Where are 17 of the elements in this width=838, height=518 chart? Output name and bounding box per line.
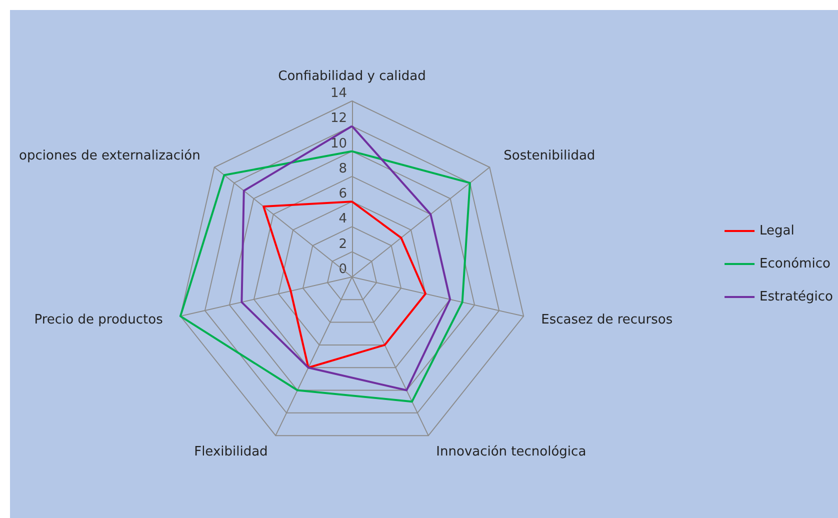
spoke-label: Escasez de recursos [541, 312, 673, 328]
spoke-label: Innovación tecnológica [436, 444, 586, 460]
y-tick-label: 6 [338, 186, 347, 202]
y-tick-label: 4 [338, 212, 347, 227]
legend-label: Estratégico [760, 290, 834, 304]
legend-label: Económico [760, 256, 830, 272]
y-tick-label: 12 [330, 111, 347, 126]
y-tick-label: 8 [338, 161, 347, 176]
y-tick-label: 14 [330, 86, 347, 101]
legend-label: Legal [760, 224, 794, 238]
y-tick-label: 10 [330, 136, 347, 152]
spoke-label: Flexibilidad [194, 444, 268, 460]
y-tick-label: 2 [338, 236, 347, 252]
spoke-label: Confiabilidad y calidad [278, 69, 426, 84]
spoke-label: Precio de productos [34, 312, 164, 328]
spoke-label: Sostenibilidad [504, 148, 596, 164]
spoke-label: opciones de externalización [19, 148, 200, 164]
